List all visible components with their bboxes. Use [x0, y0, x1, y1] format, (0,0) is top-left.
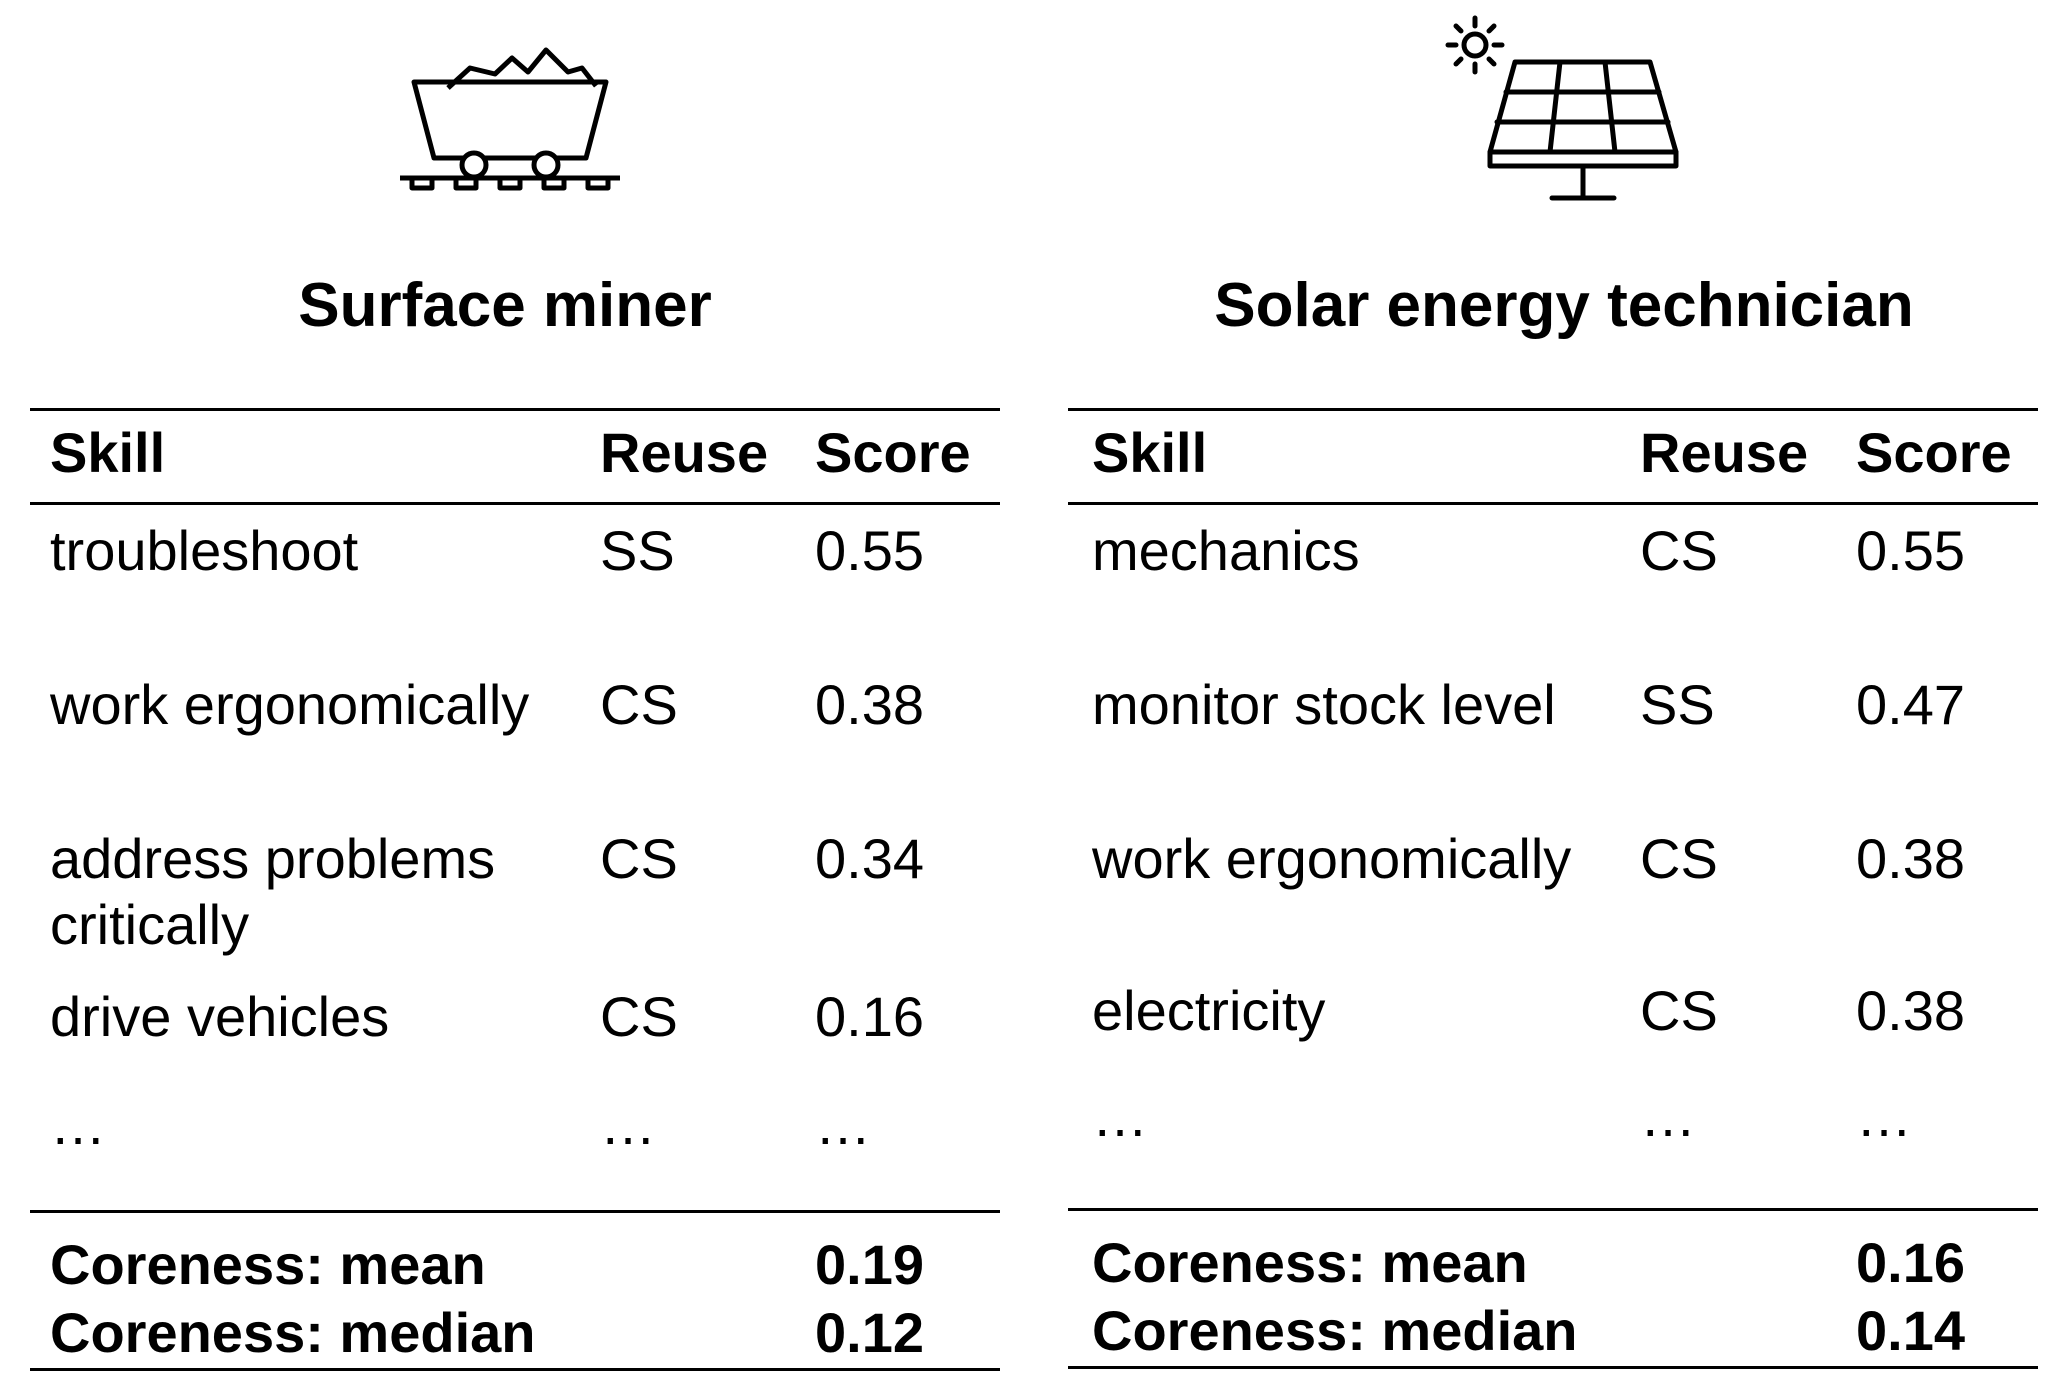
- header-skill: Skill: [1092, 421, 1208, 484]
- table-row-score: 0.38: [1856, 979, 1965, 1042]
- table-row-score: 0.38: [1856, 827, 1965, 890]
- table-row-skill: …: [50, 1093, 106, 1156]
- table-row-reuse: CS: [1640, 979, 1718, 1042]
- table-row-skill: mechanics: [1092, 519, 1360, 582]
- table-title: Solar energy technician: [1214, 271, 1914, 340]
- header-rule: [30, 502, 1000, 505]
- table-row-reuse: SS: [600, 519, 675, 582]
- header-score: Score: [815, 421, 971, 484]
- table-row-reuse: CS: [600, 827, 678, 890]
- summary-rule: [1068, 1208, 2038, 1211]
- solar-panel-icon: [1445, 15, 1679, 201]
- header-reuse: Reuse: [600, 421, 769, 484]
- coreness-median-value: 0.12: [815, 1301, 924, 1364]
- header-reuse: Reuse: [1640, 421, 1809, 484]
- table-row-reuse: CS: [1640, 827, 1718, 890]
- coreness-mean-value: 0.19: [815, 1233, 924, 1296]
- table-row-score: 0.55: [815, 519, 924, 582]
- table-row-reuse: SS: [1640, 673, 1715, 736]
- table-top-rule: [30, 408, 1000, 411]
- header-skill: Skill: [50, 421, 166, 484]
- coreness-mean-label: Coreness: mean: [1092, 1231, 1528, 1294]
- solar-energy-technician-panel: Solar energy technician Skill Reuse Scor…: [1064, 0, 2068, 1400]
- coreness-median-value: 0.14: [1856, 1299, 1965, 1362]
- table-bottom-rule: [1068, 1366, 2038, 1369]
- table-row-skill: work ergonomically: [50, 673, 530, 736]
- surface-miner-panel: Surface miner Skill Reuse Score troubles…: [0, 0, 1020, 1400]
- table-row-skill: address problems critically: [50, 827, 496, 956]
- table-title: Surface miner: [298, 271, 712, 340]
- table-row-skill: electricity: [1092, 979, 1326, 1042]
- coreness-median-label: Coreness: median: [1092, 1299, 1578, 1362]
- table-row-reuse: …: [600, 1093, 656, 1156]
- table-row-reuse: CS: [1640, 519, 1718, 582]
- table-row-score: 0.55: [1856, 519, 1965, 582]
- coreness-median-label: Coreness: median: [50, 1301, 536, 1364]
- table-row-score: …: [815, 1093, 871, 1156]
- coreness-mean-label: Coreness: mean: [50, 1233, 486, 1296]
- table-bottom-rule: [30, 1368, 1000, 1371]
- table-row-score: …: [1856, 1085, 1912, 1148]
- header-score: Score: [1856, 421, 2012, 484]
- header-rule: [1068, 502, 2038, 505]
- table-row-reuse: CS: [600, 673, 678, 736]
- summary-rule: [30, 1210, 1000, 1213]
- table-row-skill: work ergonomically: [1092, 827, 1572, 890]
- table-row-reuse: …: [1640, 1085, 1696, 1148]
- table-top-rule: [1068, 408, 2038, 411]
- table-row-score: 0.16: [815, 985, 924, 1048]
- table-row-score: 0.34: [815, 827, 924, 890]
- table-row-score: 0.38: [815, 673, 924, 736]
- table-row-skill: monitor stock level: [1092, 673, 1556, 736]
- table-row-skill: troubleshoot: [50, 519, 359, 582]
- table-row-score: 0.47: [1856, 673, 1965, 736]
- coreness-mean-value: 0.16: [1856, 1231, 1965, 1294]
- table-row-reuse: CS: [600, 985, 678, 1048]
- table-row-skill: drive vehicles: [50, 985, 390, 1048]
- mine-cart-icon: [400, 47, 620, 191]
- table-row-skill: …: [1092, 1085, 1148, 1148]
